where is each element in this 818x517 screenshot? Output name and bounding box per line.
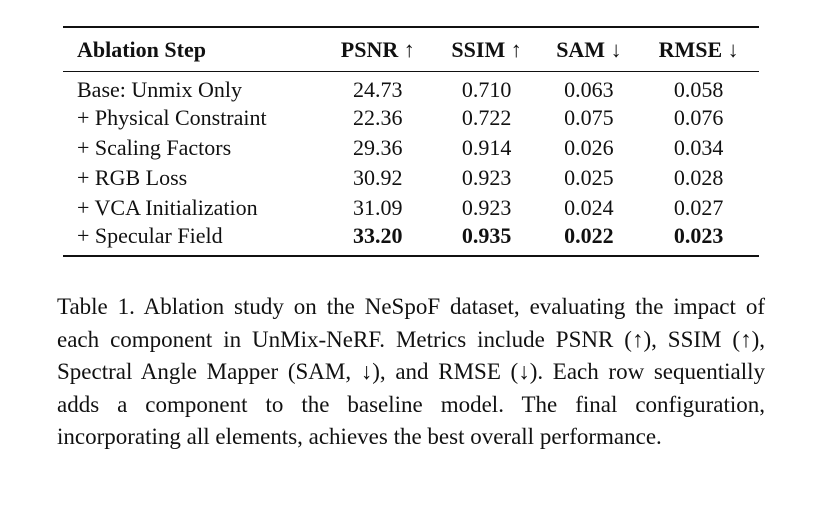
table-body: Base: Unmix Only 24.73 0.710 0.063 0.058… (63, 72, 759, 256)
table-header: Ablation Step PSNR ↑ SSIM ↑ SAM ↓ RMSE ↓ (63, 27, 759, 72)
table-row: + Physical Constraint 22.36 0.722 0.075 … (63, 103, 759, 133)
header-rmse: RMSE ↓ (658, 36, 739, 62)
cell-rmse-best: 0.023 (673, 223, 724, 248)
cell-step: Base: Unmix Only (77, 77, 242, 102)
cell-sam: 0.075 (564, 105, 614, 130)
cell-sam: 0.063 (564, 77, 614, 102)
cell-ssim-best: 0.935 (461, 223, 512, 248)
cell-ssim: 0.710 (461, 77, 512, 102)
ablation-table-container: Ablation Step PSNR ↑ SSIM ↑ SAM ↓ RMSE ↓… (63, 26, 759, 257)
header-ablation-step: Ablation Step (77, 36, 206, 62)
table-row: + Scaling Factors 29.36 0.914 0.026 0.03… (63, 133, 759, 163)
header-sam: SAM ↓ (556, 36, 622, 62)
cell-rmse: 0.076 (673, 105, 724, 130)
header-psnr: PSNR ↑ (340, 36, 415, 62)
table-caption: Table 1. Ablation study on the NeSpoF da… (57, 291, 765, 454)
header-ssim: SSIM ↑ (451, 36, 522, 62)
cell-rmse: 0.027 (673, 195, 724, 220)
cell-ssim: 0.722 (461, 105, 512, 130)
cell-rmse: 0.058 (673, 77, 724, 102)
cell-psnr: 29.36 (353, 135, 403, 160)
cell-psnr: 22.36 (353, 105, 403, 130)
cell-psnr: 30.92 (353, 165, 403, 190)
cell-ssim: 0.914 (461, 135, 512, 160)
cell-rmse: 0.034 (673, 135, 724, 160)
cell-ssim: 0.923 (461, 195, 512, 220)
cell-sam-best: 0.022 (564, 223, 614, 248)
cell-rmse: 0.028 (673, 165, 724, 190)
table-row: + RGB Loss 30.92 0.923 0.025 0.028 (63, 163, 759, 193)
cell-sam: 0.025 (564, 165, 614, 190)
cell-ssim: 0.923 (461, 165, 512, 190)
cell-psnr-best: 33.20 (353, 223, 403, 248)
cell-sam: 0.024 (564, 195, 614, 220)
cell-step: + Physical Constraint (77, 105, 267, 130)
header-row: Ablation Step PSNR ↑ SSIM ↑ SAM ↓ RMSE ↓ (63, 27, 759, 72)
cell-step: + Specular Field (77, 223, 223, 248)
cell-step: + VCA Initialization (77, 195, 258, 220)
cell-step: + RGB Loss (77, 165, 188, 190)
caption-label: Table 1. (57, 294, 135, 319)
caption-text: Ablation study on the NeSpoF dataset, ev… (57, 294, 765, 450)
cell-psnr: 31.09 (353, 195, 403, 220)
ablation-table: Ablation Step PSNR ↑ SSIM ↑ SAM ↓ RMSE ↓… (63, 26, 759, 257)
table-row: + VCA Initialization 31.09 0.923 0.024 0… (63, 193, 759, 223)
cell-step: + Scaling Factors (77, 135, 232, 160)
table-row: Base: Unmix Only 24.73 0.710 0.063 0.058 (63, 72, 759, 104)
cell-psnr: 24.73 (353, 77, 403, 102)
table-row-best: + Specular Field 33.20 0.935 0.022 0.023 (63, 223, 759, 256)
cell-sam: 0.026 (564, 135, 614, 160)
